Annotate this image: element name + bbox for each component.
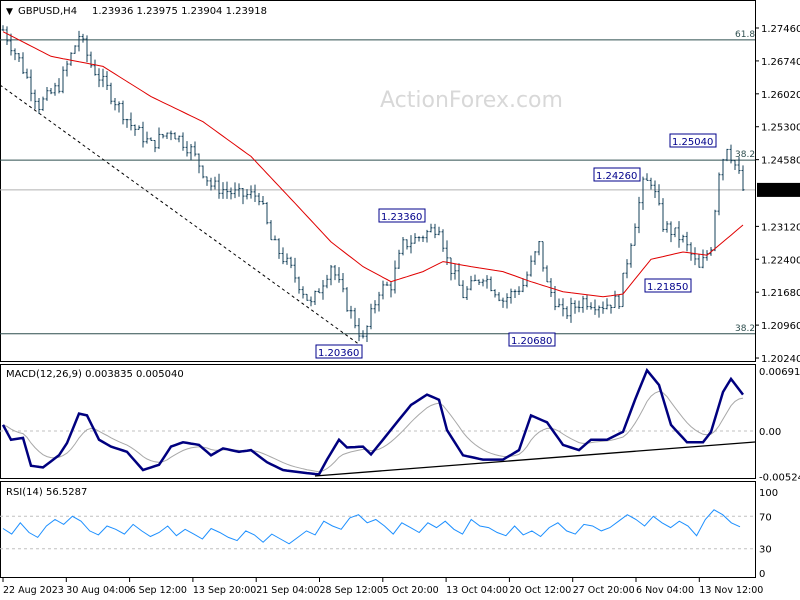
price-label: 1.20360 [318,348,359,359]
price-label-box [378,208,426,223]
price-label: 1.23360 [381,212,422,223]
ohlc-readout: 1.23936 1.23975 1.23904 1.23918 [92,6,267,17]
fib-level-label: 38.2 [735,150,755,160]
macd-chart: 0.006915 0.00 -0.005241 [0,367,800,483]
price-label-box [593,167,641,182]
time-tick-label: 6 Sep 12:00 [130,585,187,596]
dashed-trendline [0,84,361,346]
fib-level-label: 61.8 [735,30,755,40]
macd-tick-label: 0.00 [759,427,781,438]
collapse-triangle-icon[interactable]: ▼ [6,7,13,17]
price-label-box [315,344,363,359]
rsi-tick-label: 100 [759,488,778,499]
time-tick-label: 6 Nov 04:00 [636,585,694,596]
time-tick-label: 13 Oct 04:00 [446,585,508,596]
price-label-box [508,332,556,347]
price-label-box [644,278,692,293]
time-tick-label: 28 Sep 12:00 [320,585,383,596]
price-tick-label: 1.26020 [761,90,800,101]
moving-average-line [2,31,744,298]
price-tick-label: 1.20240 [761,354,800,365]
price-tick-label: 1.21680 [761,288,800,299]
time-tick-label: 20 Oct 12:00 [509,585,571,596]
main-panel-border [0,0,756,362]
price-label: 1.24260 [596,171,637,182]
price-label: 1.25040 [672,137,713,148]
price-label: 1.21850 [647,282,688,293]
time-tick-label: 5 Oct 20:00 [383,585,439,596]
price-chart: 61.8 38.2 38.2 1.25040 1.24260 1.23360 1.21850… [0,25,755,359]
time-tick-label: 22 Aug 2023 [3,585,64,596]
axes: 1.27460 1.26740 1.26020 1.25300 1.24580 1.231… [2,24,800,596]
rsi-title: RSI(14) 56.5287 [6,487,87,498]
macd-tick-label: -0.005241 [759,472,800,483]
rsi-tick-label: 30 [759,545,772,556]
price-tick-label: 1.25300 [761,123,800,134]
macd-signal-line [2,390,744,473]
rsi-panel-border [0,481,756,578]
price-label-box [669,133,717,148]
watermark: ActionForex.com [380,88,563,113]
macd-tick-label: 0.006915 [759,367,800,378]
macd-line [1,367,744,476]
price-tick-label: 1.26740 [761,57,800,68]
rsi-line [2,509,741,545]
price-tick-label: 1.22400 [761,255,800,266]
macd-panel-border [0,364,756,479]
rsi-chart: 100 70 30 0 [0,488,778,580]
macd-trendline [314,441,756,477]
rsi-tick-label: 70 [759,512,772,523]
time-tick-label: 30 Aug 04:00 [66,585,130,596]
price-tick-label: 1.24580 [761,156,800,167]
current-price-box [757,182,800,197]
price-tick-label: 1.27460 [761,24,800,35]
current-price-label: 1.23918 [760,186,800,197]
time-tick-label: 21 Sep 04:00 [256,585,319,596]
rsi-tick-label: 0 [759,569,765,580]
price-label: 1.20680 [511,336,552,347]
time-tick-label: 13 Nov 12:00 [699,585,763,596]
time-tick-label: 27 Oct 20:00 [573,585,635,596]
symbol-label: GBPUSD,H4 [18,6,77,17]
price-tick-label: 1.23120 [761,222,800,233]
fib-level-label: 38.2 [735,324,755,334]
price-tick-label: 1.20960 [761,321,800,332]
time-tick-label: 13 Sep 20:00 [193,585,256,596]
macd-title: MACD(12,26,9) 0.003835 0.005040 [6,369,184,380]
